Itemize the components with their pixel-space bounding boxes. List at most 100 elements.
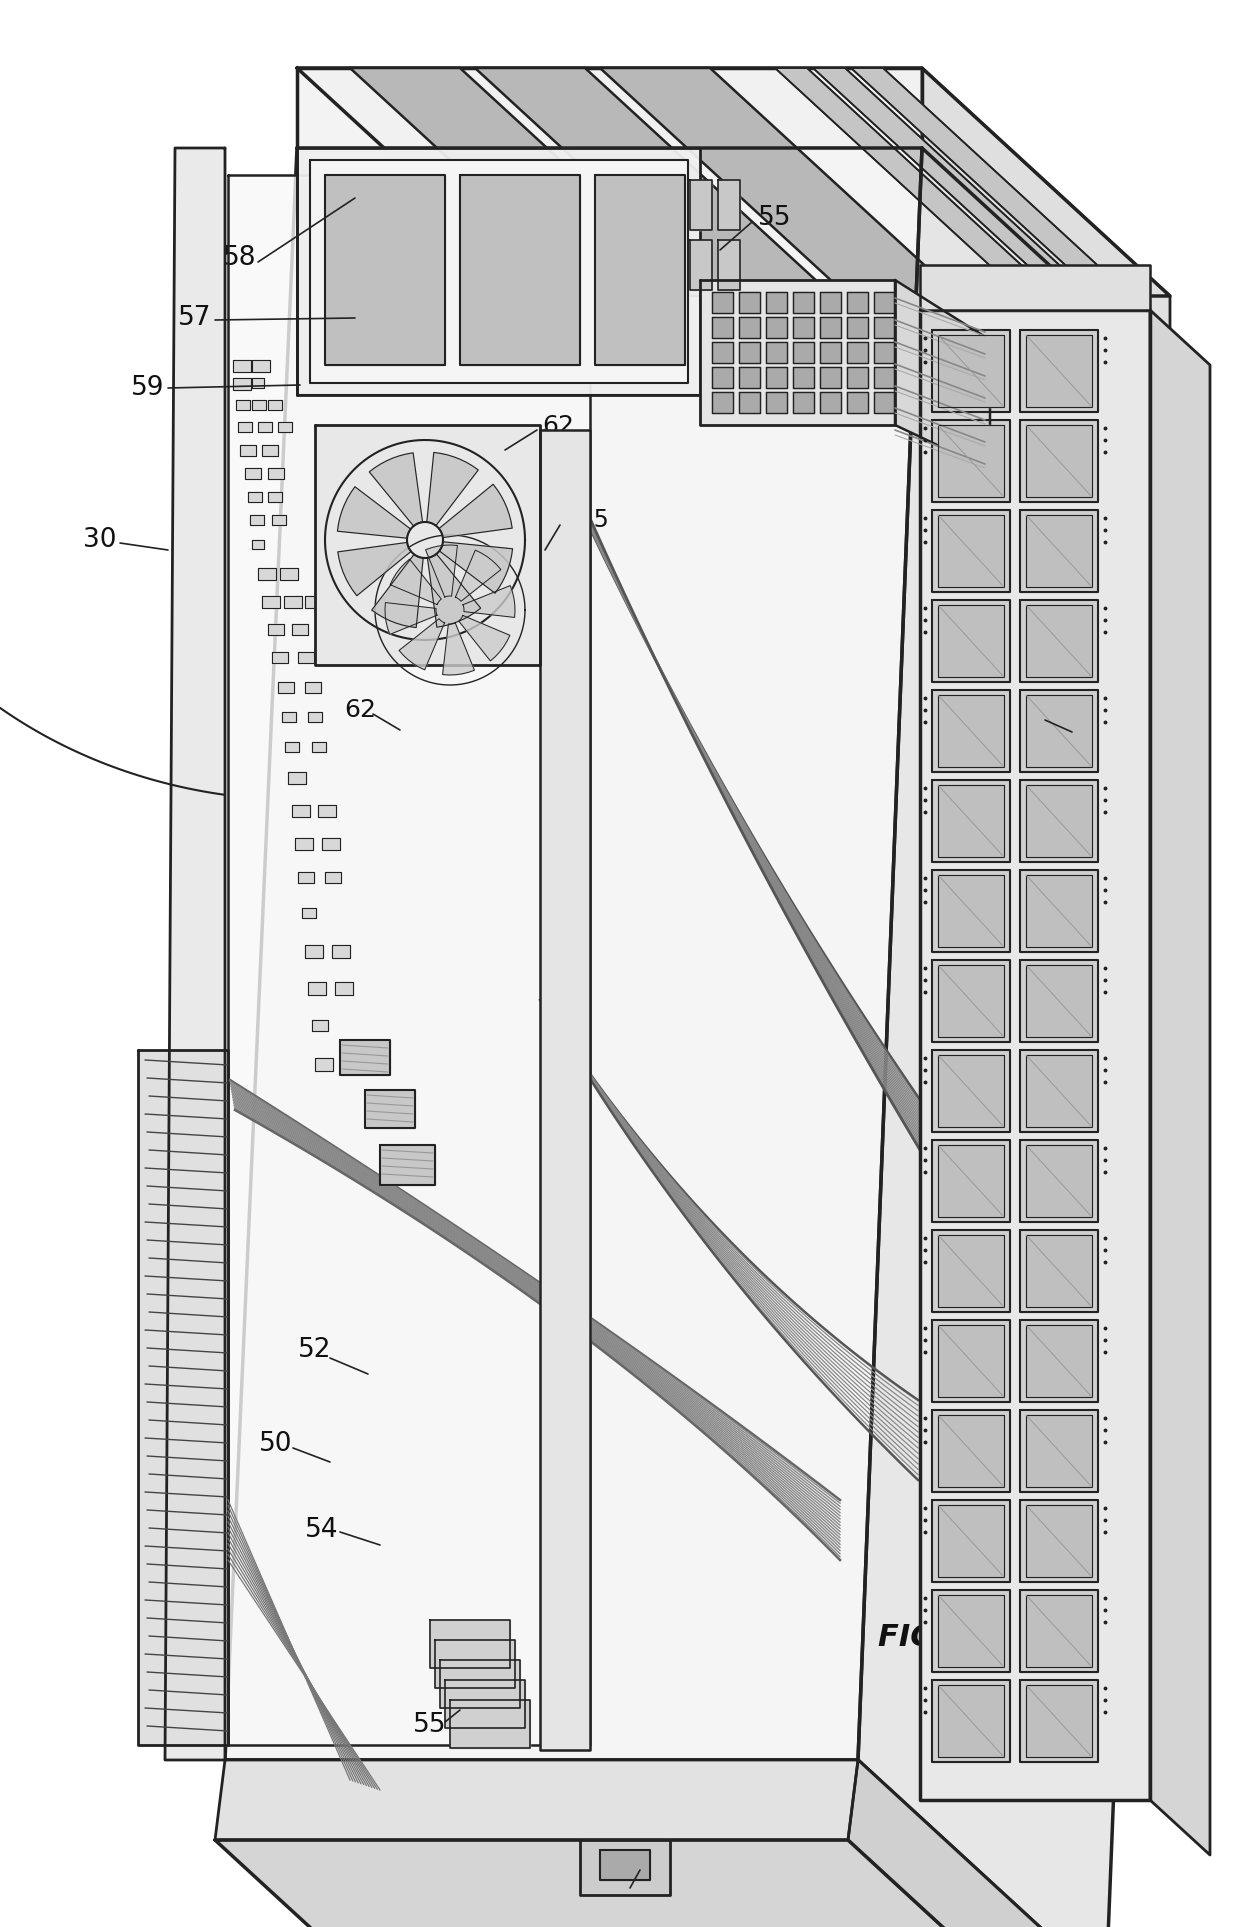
Polygon shape bbox=[920, 266, 1149, 310]
Polygon shape bbox=[794, 318, 813, 337]
Polygon shape bbox=[236, 401, 250, 410]
Polygon shape bbox=[932, 511, 1011, 592]
Polygon shape bbox=[932, 1499, 1011, 1582]
Polygon shape bbox=[1025, 605, 1092, 676]
Polygon shape bbox=[937, 1596, 1004, 1667]
Polygon shape bbox=[298, 873, 314, 883]
Polygon shape bbox=[268, 468, 284, 480]
Polygon shape bbox=[794, 366, 813, 387]
Polygon shape bbox=[325, 873, 341, 883]
Polygon shape bbox=[268, 624, 284, 636]
Polygon shape bbox=[295, 838, 312, 850]
Polygon shape bbox=[1025, 426, 1092, 497]
Polygon shape bbox=[365, 1091, 415, 1127]
Polygon shape bbox=[268, 491, 281, 503]
Polygon shape bbox=[794, 391, 813, 412]
Polygon shape bbox=[262, 445, 278, 457]
Polygon shape bbox=[937, 1505, 1004, 1576]
Polygon shape bbox=[739, 391, 760, 412]
Polygon shape bbox=[459, 615, 510, 661]
Text: FIG. 1: FIG. 1 bbox=[878, 1624, 978, 1653]
Polygon shape bbox=[228, 175, 590, 1746]
Polygon shape bbox=[272, 651, 288, 663]
Polygon shape bbox=[215, 1840, 1096, 1927]
Polygon shape bbox=[322, 838, 340, 850]
Polygon shape bbox=[440, 1659, 520, 1707]
Polygon shape bbox=[775, 67, 1055, 297]
Polygon shape bbox=[539, 430, 590, 1750]
Polygon shape bbox=[766, 293, 787, 312]
Polygon shape bbox=[450, 1700, 529, 1748]
Polygon shape bbox=[851, 67, 1131, 297]
Polygon shape bbox=[435, 1640, 515, 1688]
Polygon shape bbox=[308, 711, 322, 723]
Polygon shape bbox=[739, 318, 760, 337]
Polygon shape bbox=[312, 742, 326, 752]
Polygon shape bbox=[874, 341, 895, 362]
Polygon shape bbox=[233, 378, 250, 389]
Polygon shape bbox=[1021, 599, 1097, 682]
Polygon shape bbox=[937, 1326, 1004, 1397]
Polygon shape bbox=[874, 391, 895, 412]
Polygon shape bbox=[252, 378, 264, 387]
Text: 324: 324 bbox=[585, 1881, 635, 1908]
Polygon shape bbox=[399, 619, 445, 671]
Polygon shape bbox=[813, 67, 1092, 297]
Polygon shape bbox=[851, 67, 1131, 297]
Polygon shape bbox=[428, 553, 481, 626]
Polygon shape bbox=[335, 983, 353, 994]
Text: 80: 80 bbox=[1075, 719, 1109, 746]
Polygon shape bbox=[689, 241, 712, 289]
Polygon shape bbox=[317, 805, 336, 817]
Polygon shape bbox=[701, 279, 895, 426]
Polygon shape bbox=[384, 603, 436, 634]
Polygon shape bbox=[1025, 1235, 1092, 1307]
Polygon shape bbox=[332, 944, 350, 958]
Polygon shape bbox=[280, 568, 298, 580]
Polygon shape bbox=[937, 875, 1004, 946]
Polygon shape bbox=[312, 1019, 329, 1031]
Polygon shape bbox=[445, 1680, 525, 1729]
Polygon shape bbox=[1025, 1684, 1092, 1757]
Polygon shape bbox=[310, 160, 688, 383]
Polygon shape bbox=[847, 293, 868, 312]
Polygon shape bbox=[932, 869, 1011, 952]
Polygon shape bbox=[874, 366, 895, 387]
Polygon shape bbox=[430, 1621, 510, 1669]
Polygon shape bbox=[224, 1759, 1106, 1927]
Polygon shape bbox=[337, 541, 412, 595]
Polygon shape bbox=[1021, 1590, 1097, 1673]
Polygon shape bbox=[932, 330, 1011, 412]
Text: 58: 58 bbox=[223, 245, 257, 272]
Text: 62: 62 bbox=[343, 698, 376, 723]
Polygon shape bbox=[813, 67, 1092, 297]
Polygon shape bbox=[1025, 335, 1092, 407]
Polygon shape bbox=[739, 366, 760, 387]
Polygon shape bbox=[238, 422, 252, 432]
Polygon shape bbox=[874, 318, 895, 337]
Polygon shape bbox=[224, 148, 923, 1759]
Polygon shape bbox=[1025, 965, 1092, 1037]
Polygon shape bbox=[1025, 1505, 1092, 1576]
Polygon shape bbox=[718, 241, 740, 289]
Polygon shape bbox=[475, 67, 833, 297]
Polygon shape bbox=[847, 318, 868, 337]
Polygon shape bbox=[932, 780, 1011, 861]
Text: 54: 54 bbox=[305, 1517, 339, 1544]
Polygon shape bbox=[439, 541, 512, 594]
Polygon shape bbox=[391, 559, 441, 605]
Polygon shape bbox=[1021, 511, 1097, 592]
Polygon shape bbox=[932, 1050, 1011, 1131]
Polygon shape bbox=[858, 148, 1171, 1927]
Polygon shape bbox=[1021, 1229, 1097, 1312]
Polygon shape bbox=[455, 549, 501, 601]
Polygon shape bbox=[305, 595, 322, 609]
Polygon shape bbox=[932, 1411, 1011, 1491]
Polygon shape bbox=[350, 67, 708, 297]
Polygon shape bbox=[1149, 310, 1210, 1856]
Polygon shape bbox=[250, 515, 264, 524]
Polygon shape bbox=[932, 1680, 1011, 1761]
Polygon shape bbox=[937, 696, 1004, 767]
Polygon shape bbox=[712, 293, 733, 312]
Polygon shape bbox=[1025, 696, 1092, 767]
